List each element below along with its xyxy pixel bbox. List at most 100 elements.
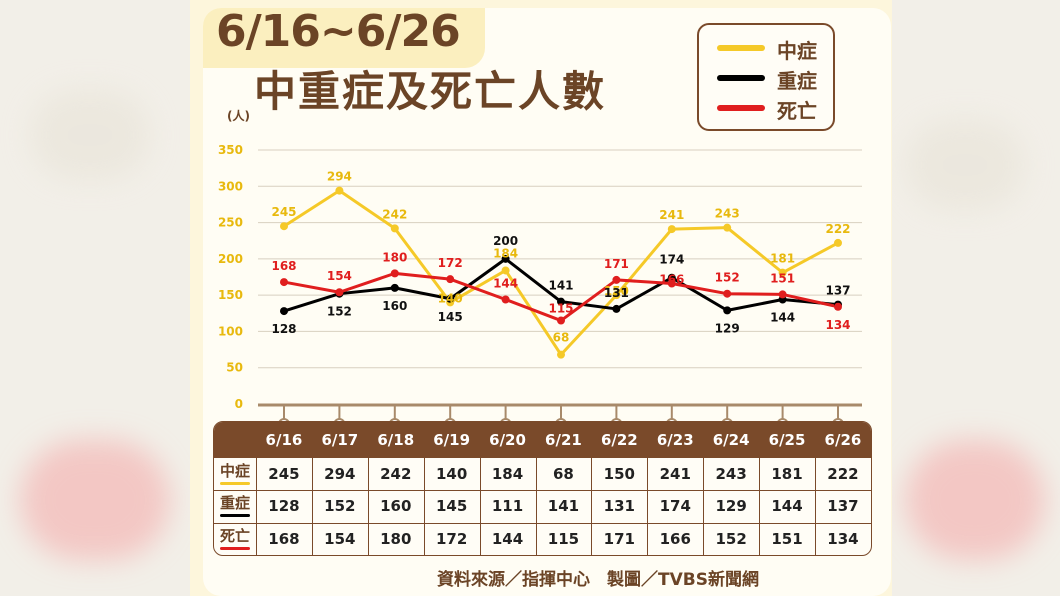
table-divider (367, 458, 369, 555)
table-cell: 172 (435, 529, 468, 548)
data-label: 180 (382, 250, 407, 264)
data-label: 141 (548, 279, 573, 293)
data-point (501, 254, 510, 263)
row-label-text: 死亡 (219, 526, 250, 545)
data-label: 154 (327, 269, 352, 283)
data-point (834, 238, 842, 247)
legend-item: 死亡 (709, 93, 829, 123)
data-label: 184 (493, 246, 518, 260)
data-label: 68 (553, 331, 570, 345)
table-cell: 166 (659, 529, 691, 548)
data-point (612, 275, 621, 284)
table-divider (535, 458, 537, 555)
background-blob (30, 90, 150, 180)
data-label: 144 (493, 276, 518, 290)
table-cell: 111 (491, 497, 524, 516)
table-divider (214, 490, 871, 492)
data-point (667, 273, 676, 282)
data-label: 131 (604, 286, 629, 300)
data-label: 145 (438, 310, 463, 324)
data-point (501, 295, 510, 304)
table-cell: 180 (380, 529, 412, 548)
data-point (612, 291, 621, 300)
data-label: 294 (327, 170, 352, 184)
data-point (446, 275, 455, 284)
source-credit: 資料來源／指揮中心 製圖／TVBS新聞網 (437, 570, 759, 590)
table-header-cell: 6/18 (377, 431, 415, 449)
row-color-bar (220, 482, 250, 485)
data-point (557, 297, 565, 306)
data-label: 152 (327, 305, 352, 319)
table-cell: 245 (268, 465, 300, 483)
row-label-text: 重症 (219, 494, 250, 513)
table-cell: 242 (380, 465, 412, 483)
table-header-cell: 6/16 (265, 431, 303, 449)
table-cell: 144 (491, 529, 524, 548)
data-label: 137 (825, 284, 850, 298)
data-label: 174 (659, 253, 684, 267)
data-label: 222 (825, 222, 850, 236)
table-cell: 181 (771, 465, 803, 483)
table-header-cell: 6/24 (712, 431, 750, 449)
date-range: 6/16~6/26 (216, 6, 461, 57)
table-cell: 152 (324, 497, 356, 516)
table-cell: 145 (435, 497, 468, 516)
table-header-cell: 6/22 (600, 431, 638, 449)
table-header-cell: 6/25 (768, 431, 806, 449)
table-cell: 154 (324, 529, 356, 548)
page-title: 中重症及死亡人數 (254, 67, 607, 116)
data-label: 245 (271, 205, 296, 219)
data-point (723, 289, 732, 298)
data-label: 168 (271, 259, 296, 273)
table-cell: 294 (324, 465, 356, 483)
table-cell: 115 (547, 529, 580, 548)
y-tick-label: 100 (218, 324, 243, 338)
y-axis-unit: (人) (227, 109, 250, 123)
data-label: 128 (271, 322, 296, 336)
row-label: 重症 (214, 490, 256, 522)
table-row: 死亡 168 154 180 172 144 115 171 166 152 151 134 (214, 523, 871, 555)
table-cell: 184 (491, 465, 524, 483)
data-point (390, 224, 399, 233)
data-point (501, 266, 510, 275)
legend-swatch (717, 75, 765, 81)
table-cell: 243 (715, 465, 747, 483)
data-point (280, 278, 288, 287)
table-cell: 174 (659, 497, 691, 516)
legend-label: 中症 (777, 39, 817, 63)
row-label: 死亡 (214, 523, 256, 555)
table-divider (479, 458, 481, 555)
legend-swatch (717, 105, 765, 111)
table-cell: 222 (827, 465, 859, 483)
date-tab (203, 8, 485, 68)
table-cell: 160 (380, 497, 412, 516)
table-divider (214, 522, 871, 524)
row-color-bar (220, 546, 250, 550)
table-divider (591, 458, 593, 555)
table-cell: 144 (771, 497, 803, 516)
data-label: 129 (715, 321, 740, 335)
row-label: 中症 (214, 458, 256, 490)
y-tick-label: 200 (218, 252, 243, 266)
data-point (723, 223, 732, 232)
data-table: 6/16 6/17 6/18 6/19 6/20 6/21 6/22 6/23 6/24 6/25… (213, 421, 872, 556)
legend-label: 重症 (777, 69, 817, 93)
table-cell: 140 (435, 465, 468, 483)
table-header: 6/16 6/17 6/18 6/19 6/20 6/21 6/22 6/23 6/24 6/25… (214, 422, 871, 458)
data-label: 140 (438, 291, 463, 305)
data-point (280, 222, 288, 231)
legend-swatch (717, 45, 765, 51)
y-tick-label: 50 (226, 361, 243, 375)
data-point (280, 307, 288, 316)
data-label: 151 (770, 271, 795, 285)
data-point (667, 225, 676, 234)
data-point (446, 294, 455, 303)
data-point (723, 306, 732, 315)
data-label: 166 (659, 273, 684, 287)
data-point (557, 350, 565, 359)
table-header-cell: 6/26 (824, 431, 862, 449)
data-label: 200 (493, 234, 518, 248)
table-cell: 171 (603, 529, 635, 548)
background-blob (20, 440, 170, 560)
table-cell: 128 (268, 497, 300, 516)
